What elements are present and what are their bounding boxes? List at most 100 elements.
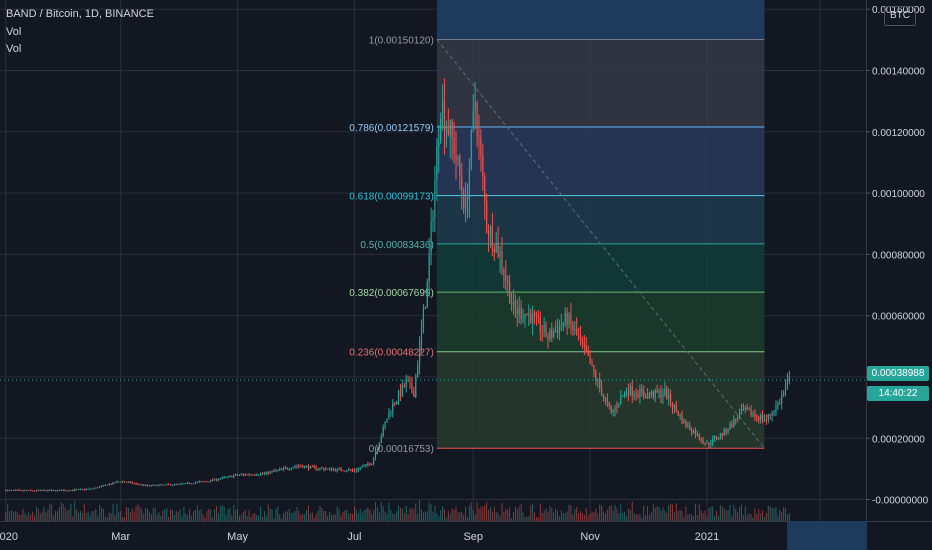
candle-body bbox=[648, 394, 651, 396]
candle-body bbox=[604, 397, 607, 399]
volume-bar bbox=[557, 510, 559, 521]
volume-bar bbox=[12, 512, 14, 521]
candle-body bbox=[348, 469, 350, 471]
volume-bar bbox=[307, 505, 309, 521]
candle-body bbox=[179, 483, 181, 485]
volume-indicator-label[interactable]: Vol bbox=[6, 43, 22, 55]
candle-body bbox=[654, 389, 656, 398]
volume-bar bbox=[365, 508, 367, 521]
volume-bar bbox=[587, 515, 589, 521]
volume-bar bbox=[717, 515, 719, 521]
candle-body bbox=[643, 391, 645, 396]
volume-bar bbox=[493, 506, 495, 521]
volume-bar bbox=[769, 506, 771, 521]
candle-body bbox=[187, 482, 189, 484]
price-axis-label: 0.00080000 bbox=[872, 250, 925, 261]
volume-bar bbox=[325, 510, 327, 521]
candle-body bbox=[623, 391, 626, 396]
volume-bar bbox=[752, 517, 754, 521]
volume-bar bbox=[551, 508, 553, 521]
candle-body bbox=[336, 468, 338, 471]
volume-bar bbox=[505, 508, 507, 521]
candle-body bbox=[781, 395, 783, 404]
candle-body bbox=[451, 119, 453, 138]
candle-body bbox=[7, 490, 9, 492]
candle-body bbox=[340, 468, 342, 471]
volume-bar bbox=[20, 514, 22, 521]
candle-body bbox=[750, 409, 752, 416]
volume-bar bbox=[378, 512, 380, 521]
candle-body bbox=[122, 481, 124, 483]
candle-body bbox=[248, 474, 250, 476]
candle-body bbox=[26, 490, 28, 492]
candle-body bbox=[292, 467, 294, 469]
volume-bar bbox=[148, 511, 150, 521]
candle-body bbox=[583, 342, 585, 346]
fib-top-zone bbox=[436, 0, 765, 40]
volume-bar bbox=[250, 516, 252, 521]
volume-bar bbox=[89, 515, 91, 521]
last-price-tag: 0.00038988 bbox=[867, 366, 929, 381]
candle-body bbox=[702, 440, 704, 444]
candle-body bbox=[616, 406, 618, 408]
candle-body bbox=[721, 433, 723, 436]
volume-indicator-label[interactable]: Vol bbox=[6, 26, 22, 38]
candle-body bbox=[139, 484, 141, 486]
currency-button[interactable]: BTC bbox=[884, 6, 916, 26]
volume-bar bbox=[110, 513, 112, 521]
volume-bar bbox=[424, 511, 426, 521]
volume-bar bbox=[244, 510, 246, 521]
candle-body bbox=[581, 338, 584, 343]
candle-body bbox=[183, 483, 185, 485]
candle-body bbox=[317, 468, 319, 470]
volume-bar bbox=[744, 506, 746, 521]
volume-bar bbox=[187, 514, 189, 521]
volume-bar bbox=[643, 505, 645, 521]
candle-body bbox=[70, 490, 72, 492]
volume-bar bbox=[22, 508, 24, 521]
candle-body bbox=[683, 420, 685, 424]
volume-bar bbox=[413, 509, 415, 521]
candle-body bbox=[346, 470, 348, 472]
candle-body bbox=[254, 474, 256, 476]
candle-body bbox=[466, 197, 469, 200]
volume-bar bbox=[330, 514, 332, 521]
volume-bar bbox=[419, 499, 421, 521]
candle-body bbox=[363, 465, 365, 467]
candle-body bbox=[426, 281, 428, 308]
volume-bar bbox=[585, 507, 587, 521]
candle-body bbox=[49, 489, 51, 491]
candle-body bbox=[41, 490, 43, 492]
volume-bar bbox=[194, 509, 196, 521]
volume-bar bbox=[260, 506, 262, 521]
axis-settings-corner[interactable] bbox=[787, 521, 867, 550]
candle-body bbox=[401, 384, 403, 396]
candle-body bbox=[162, 484, 164, 486]
candle-body bbox=[373, 457, 375, 465]
candle-body bbox=[671, 402, 674, 408]
fib-zone bbox=[436, 195, 765, 244]
candle-body bbox=[133, 483, 135, 485]
volume-bar bbox=[225, 514, 227, 521]
volume-bar bbox=[177, 512, 179, 521]
candle-body bbox=[461, 176, 463, 191]
candle-body bbox=[110, 484, 112, 486]
candle-body bbox=[589, 355, 591, 364]
volume-bar bbox=[147, 508, 149, 521]
candle-body bbox=[192, 483, 195, 485]
volume-bar bbox=[576, 506, 578, 521]
volume-bar bbox=[704, 510, 706, 521]
volume-bar bbox=[712, 506, 714, 521]
candle-body bbox=[93, 488, 95, 490]
candle-body bbox=[152, 484, 154, 486]
candle-body bbox=[325, 469, 327, 471]
candle-body bbox=[28, 490, 30, 492]
fib-level-label: 0(0.00016753) bbox=[369, 444, 434, 455]
candle-body bbox=[202, 481, 204, 483]
candle-body bbox=[407, 380, 409, 382]
volume-bar bbox=[380, 501, 382, 521]
volume-bar bbox=[421, 509, 423, 521]
volume-bar bbox=[32, 511, 34, 521]
candle-body bbox=[434, 179, 436, 218]
